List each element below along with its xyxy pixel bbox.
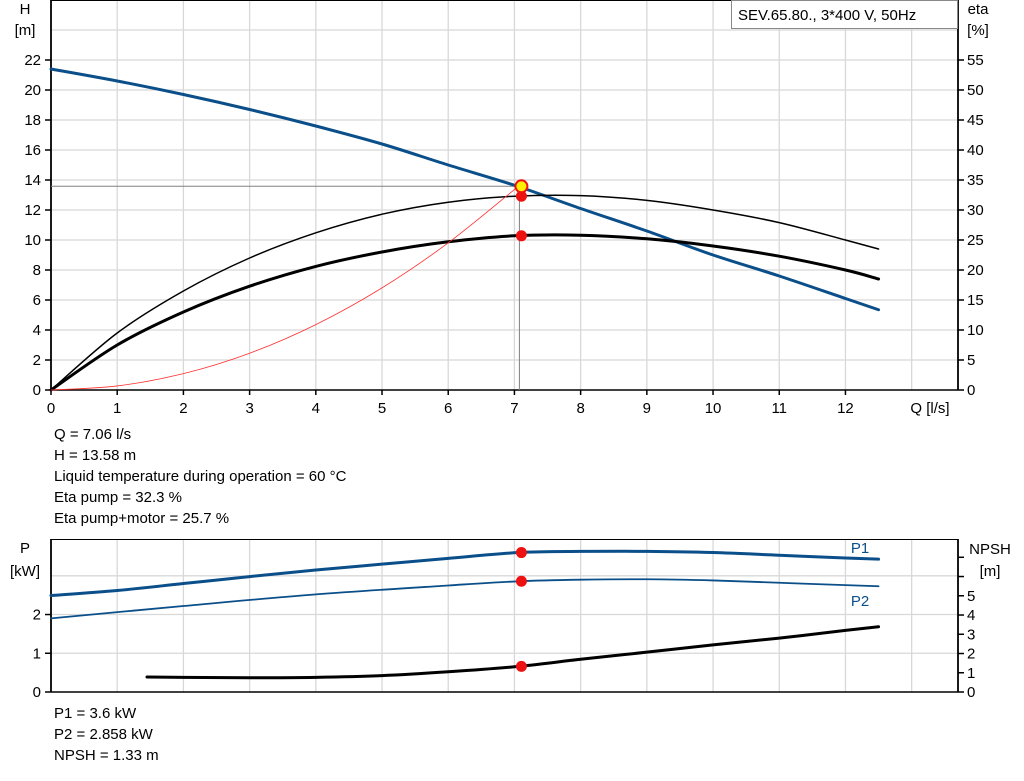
y2-tick-label: 15 [967,292,984,309]
info-h: H = 13.58 m [54,447,137,464]
x-tick-label: 4 [312,400,320,417]
operating-point-npsh [515,660,527,672]
chart-0 [45,0,964,395]
x-tick-label: 12 [837,400,854,417]
y-tick-label: 2 [33,607,41,624]
title-box [731,0,958,29]
y-tick-label: 16 [24,142,41,159]
y-tick-label: 14 [24,172,41,189]
y-tick-label: 22 [24,52,41,69]
y2-tick-label: 25 [967,232,984,249]
y2-tick-label: 50 [967,82,984,99]
y-tick-label: 10 [24,232,41,249]
curve-system [50,185,519,391]
curve-npsh [145,625,881,680]
y2-tick-label: 0 [967,382,975,399]
y-tick-label: 6 [33,292,41,309]
operating-point-h [514,179,529,194]
y-axis-label: [m] [15,22,36,39]
y-tick-label: 18 [24,112,41,129]
y-tick-label: 8 [33,262,41,279]
chart-title: SEV.65.80., 3*400 V, 50Hz [738,7,916,24]
info-npsh: NPSH = 1.33 m [54,747,159,764]
y2-tick-label: 55 [967,52,984,69]
y-tick-label: 0 [33,684,41,701]
y-axis-label: P [20,540,30,557]
series-label-p1: P1 [851,540,869,557]
y-tick-label: 0 [33,382,41,399]
y2-axis-label: eta [968,1,990,18]
x-tick-label: 5 [378,400,386,417]
y2-tick-label: 1 [967,665,975,682]
operating-point-eta-total [515,230,527,242]
info-p1: P1 = 3.6 kW [54,705,137,722]
operating-point-eta-pump [515,190,527,202]
chart-1 [45,539,964,693]
x-tick-label: 9 [643,400,651,417]
y-tick-label: 12 [24,202,41,219]
curve-eta-total [49,233,881,392]
x-tick-label: 6 [444,400,452,417]
y2-tick-label: 35 [967,172,984,189]
y2-tick-label: 40 [967,142,984,159]
series-label-p2: P2 [851,593,869,610]
y-axis-label: H [20,1,31,18]
y-tick-label: 4 [33,322,41,339]
x-tick-label: 10 [705,400,722,417]
y2-tick-label: 20 [967,262,984,279]
y2-tick-label: 45 [967,112,984,129]
x-tick-label: 2 [179,400,187,417]
x-axis-label: Q [l/s] [910,400,949,417]
x-tick-label: 1 [113,400,121,417]
y2-axis-label: NPSH [969,541,1011,558]
operating-point-p1 [515,547,527,559]
curve-p1 [49,549,881,598]
y2-tick-label: 3 [967,626,975,643]
operating-point-info: Q = 7.06 l/s H = 13.58 m Liquid temperat… [54,424,346,529]
y2-tick-label: 5 [967,352,975,369]
y-axis-label: [kW] [10,563,40,580]
info-temperature: Liquid temperature during operation = 60… [54,468,347,485]
y2-tick-label: 5 [967,588,975,605]
info-eta-pump: Eta pump = 32.3 % [54,489,182,506]
x-tick-label: 3 [245,400,253,417]
y2-tick-label: 2 [967,646,975,663]
x-tick-label: 8 [576,400,584,417]
y2-tick-label: 10 [967,322,984,339]
info-q: Q = 7.06 l/s [54,426,132,443]
y2-tick-label: 0 [967,684,975,701]
operating-point-p2 [515,575,527,587]
curve-h [49,67,881,312]
y-tick-label: 1 [33,645,41,662]
y-tick-label: 2 [33,352,41,369]
power-info: P1 = 3.6 kW P2 = 2.858 kW NPSH = 1.33 m [54,703,159,766]
y2-tick-label: 4 [967,607,975,624]
info-p2: P2 = 2.858 kW [54,726,153,743]
y2-tick-label: 30 [967,202,984,219]
x-tick-label: 0 [47,400,55,417]
curve-p2 [50,578,880,620]
y2-axis-label: [m] [980,563,1001,580]
x-tick-label: 11 [771,400,787,417]
curve-eta-pump [50,194,880,391]
y2-axis-label: [%] [967,22,989,39]
x-tick-label: 7 [510,400,518,417]
info-eta-total: Eta pump+motor = 25.7 % [54,510,230,527]
y-tick-label: 20 [24,82,41,99]
